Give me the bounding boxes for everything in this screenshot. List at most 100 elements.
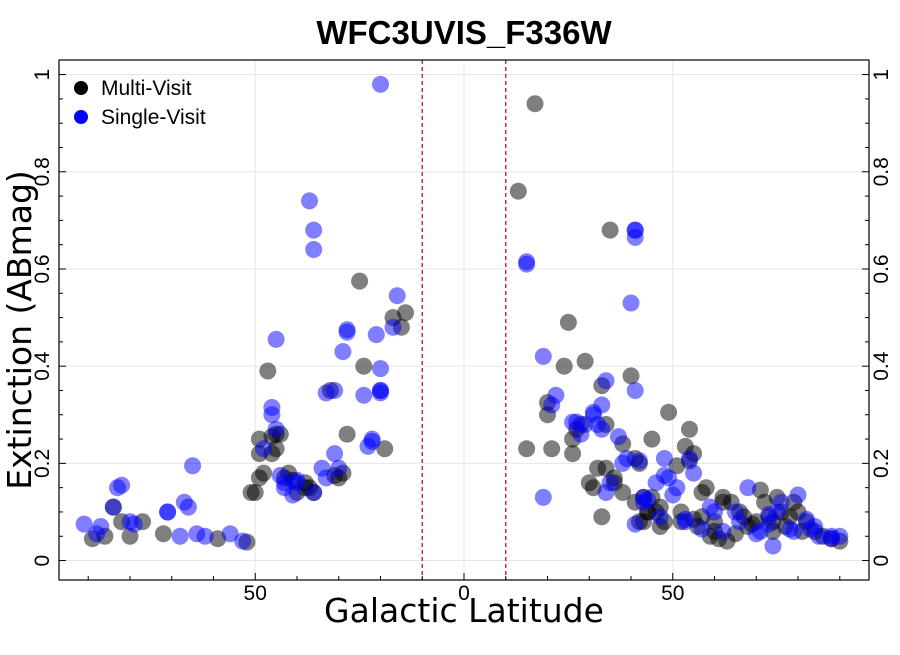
single-visit-point	[626, 228, 644, 246]
single-visit-point	[159, 503, 177, 521]
single-visit-point	[263, 399, 281, 416]
multi-visit-point	[338, 425, 356, 443]
single-visit-point	[334, 343, 352, 361]
single-visit-point	[831, 527, 849, 545]
single-visit-point	[655, 450, 673, 467]
single-visit-point	[626, 515, 644, 533]
legend-marker-multi-visit	[74, 81, 88, 95]
x-tick-label: 50	[661, 582, 684, 605]
single-visit-point	[668, 479, 686, 497]
multi-visit-point	[643, 430, 661, 448]
multi-visit-point	[526, 95, 544, 113]
single-visit-point	[326, 445, 344, 463]
single-visit-point	[305, 241, 323, 258]
single-visit-point	[125, 515, 143, 533]
legend-marker-single-visit	[74, 110, 88, 124]
multi-visit-point	[376, 440, 394, 458]
single-visit-point	[639, 491, 657, 509]
single-visit-point	[113, 476, 131, 494]
single-visit-point	[288, 474, 306, 492]
single-visit-point	[681, 450, 698, 467]
single-visit-point	[547, 386, 565, 404]
multi-visit-point	[660, 403, 678, 421]
axis-ticks	[59, 74, 869, 580]
single-visit-point	[301, 192, 318, 210]
single-visit-point	[372, 384, 389, 402]
legend-label-single-visit: Single-Visit	[101, 106, 206, 129]
single-visit-point	[534, 347, 552, 365]
single-visit-point	[764, 537, 782, 555]
multi-visit-point	[555, 357, 573, 375]
multi-visit-point	[593, 508, 611, 526]
single-visit-point	[626, 382, 644, 399]
single-visit-point	[593, 420, 611, 438]
single-visit-point	[255, 440, 273, 458]
y-tick-label-right: 0	[870, 555, 893, 567]
single-visit-point	[171, 527, 189, 545]
single-visit-point	[305, 484, 323, 501]
single-visit-point	[234, 532, 252, 550]
y-tick-label-left: 0.4	[31, 351, 54, 381]
multi-visit-point	[601, 221, 619, 239]
single-visit-point	[630, 452, 648, 470]
single-visit-point	[330, 459, 348, 477]
single-visit-point	[597, 372, 615, 390]
y-tick-label-left: 0.8	[31, 157, 54, 186]
single-visit-point	[785, 522, 803, 540]
single-visit-point	[179, 498, 197, 516]
multi-visit-point	[564, 445, 582, 463]
y-tick-label-right: 0.2	[870, 449, 893, 478]
single-visit-point	[518, 255, 536, 273]
multi-visit-point	[355, 357, 373, 375]
multi-visit-point	[518, 440, 536, 458]
single-visit-point	[326, 382, 344, 399]
single-visit-point	[622, 294, 640, 312]
single-visit-point	[372, 75, 389, 93]
single-visit-point	[676, 510, 694, 528]
single-visit-point	[355, 386, 373, 404]
x-tick-label: 50	[244, 582, 267, 605]
x-tick-label: 0	[458, 582, 470, 605]
single-visit-point	[610, 428, 627, 446]
single-visit-point	[372, 360, 389, 378]
single-visit-point	[384, 318, 402, 336]
legend-label-multi-visit: Multi-Visit	[101, 77, 192, 100]
single-visit-point	[338, 323, 356, 341]
y-axis-title: Extinction (ABmag)	[0, 170, 39, 490]
y-tick-label-right: 0.4	[870, 351, 893, 381]
multi-visit-point	[255, 464, 273, 482]
multi-visit-point	[681, 420, 698, 438]
single-visit-point	[196, 527, 214, 545]
single-visit-point	[739, 479, 757, 497]
single-visit-point	[601, 474, 619, 492]
y-tick-label-left: 1	[31, 69, 54, 81]
single-visit-point	[651, 508, 669, 526]
multi-visit-point	[154, 525, 172, 543]
legend: Multi-Visit Single-Visit	[74, 77, 206, 129]
y-tick-label-left: 0	[31, 555, 54, 567]
y-tick-label-right: 1	[870, 69, 893, 81]
single-visit-point	[367, 326, 385, 344]
single-visit-point	[267, 330, 285, 348]
multi-visit-point	[259, 362, 277, 380]
single-visit-point	[92, 518, 110, 535]
single-visit-point	[693, 520, 711, 538]
single-visit-point	[317, 469, 335, 487]
single-visit-point	[760, 515, 778, 533]
single-visit-point	[714, 522, 732, 540]
multi-visit-point	[246, 484, 264, 501]
single-visit-point	[184, 457, 202, 475]
single-visit-point	[75, 515, 93, 533]
multi-visit-point	[397, 304, 414, 322]
multi-visit-point	[509, 182, 527, 200]
multi-visit-point	[351, 272, 369, 290]
y-tick-label-right: 0.8	[870, 157, 893, 186]
y-tick-label-left: 0.2	[31, 449, 54, 478]
single-visit-point	[267, 420, 285, 438]
single-visit-point	[772, 493, 790, 511]
single-visit-point	[221, 525, 239, 543]
single-visit-point	[731, 513, 749, 531]
single-visit-point	[305, 221, 323, 239]
